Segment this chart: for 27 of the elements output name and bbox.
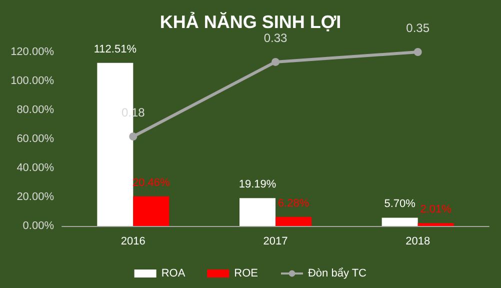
bar [276,216,312,226]
data-label: 0.33 [264,30,288,45]
y-tick-label: 0.00% [22,220,54,232]
y-tick-label: 60.00% [16,133,54,145]
legend-label: ROE [234,268,258,280]
data-label: 19.19% [238,178,276,191]
legend-label: ROA [161,268,186,280]
data-label: 5.70% [384,198,416,210]
x-tick-label: 2018 [406,236,430,248]
data-label: 0.35 [406,21,430,35]
y-tick-label: 120.00% [10,46,54,58]
chart-title: KHẢ NĂNG SINH LỢI [160,11,342,32]
bar [418,223,454,226]
data-label: 20.46% [132,176,170,189]
y-tick-label: 40.00% [16,162,54,174]
x-tick-label: 2016 [120,236,146,248]
data-label: 6.28% [278,197,310,210]
bar [382,218,418,226]
data-label: 112.51% [94,43,137,56]
y-tick-label: 20.00% [16,191,54,203]
y-tick-label: 80.00% [16,104,54,116]
data-label: 2.01% [420,204,452,216]
bar [133,196,170,226]
bar [240,198,276,226]
y-tick-label: 100.00% [10,75,54,87]
x-tick-label: 2017 [263,236,288,248]
legend-label: Đòn bẩy TC [308,268,367,280]
